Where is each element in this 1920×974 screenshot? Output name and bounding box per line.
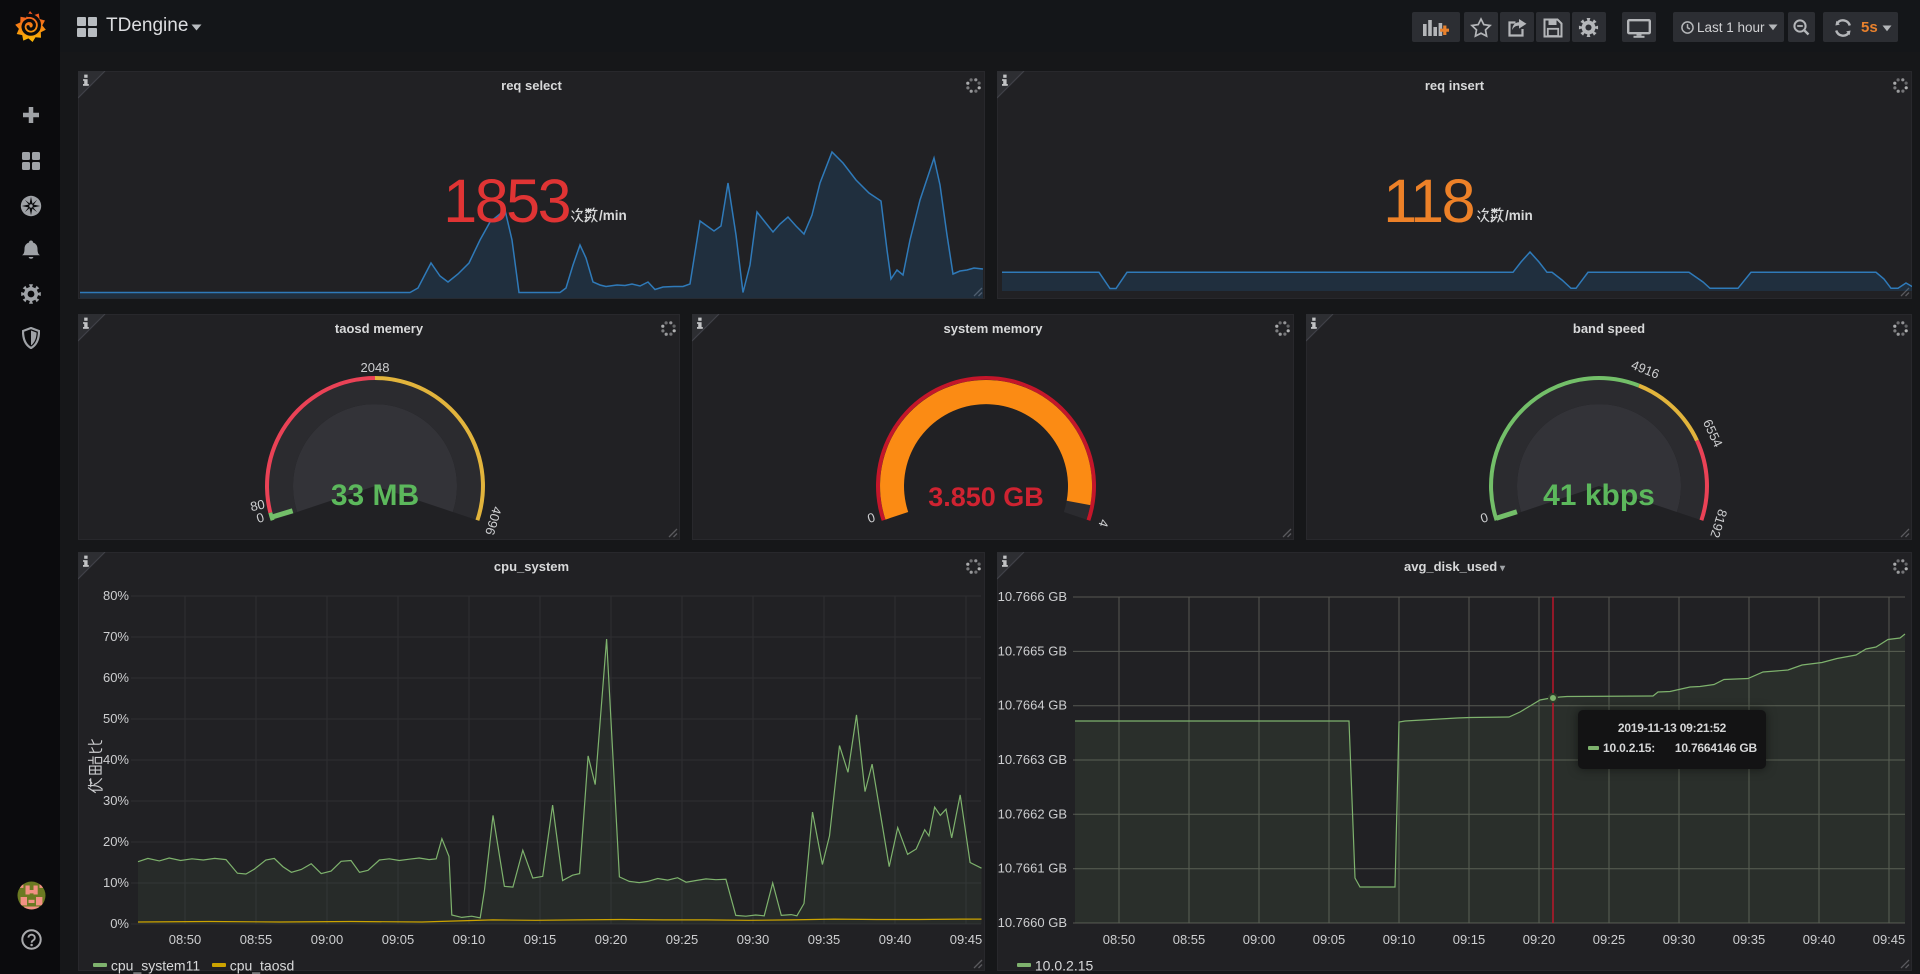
svg-text:09:15: 09:15 bbox=[1453, 932, 1486, 947]
svg-text:10.7665 GB: 10.7665 GB bbox=[998, 643, 1067, 658]
svg-text:09:35: 09:35 bbox=[808, 932, 841, 947]
svg-text:80: 80 bbox=[249, 497, 266, 515]
svg-text:09:40: 09:40 bbox=[879, 932, 912, 947]
svg-text:08:50: 08:50 bbox=[169, 932, 202, 947]
svg-text:09:45: 09:45 bbox=[1873, 932, 1906, 947]
svg-text:70%: 70% bbox=[103, 629, 129, 644]
svg-text:09:05: 09:05 bbox=[1313, 932, 1346, 947]
svg-text:33 MB: 33 MB bbox=[331, 479, 419, 512]
svg-text:08:50: 08:50 bbox=[1103, 932, 1136, 947]
svg-text:50%: 50% bbox=[103, 711, 129, 726]
svg-text:09:10: 09:10 bbox=[453, 932, 486, 947]
svg-text:10.7663 GB: 10.7663 GB bbox=[998, 752, 1067, 767]
svg-text:60%: 60% bbox=[103, 670, 129, 685]
svg-text:09:30: 09:30 bbox=[1663, 932, 1696, 947]
svg-text:09:20: 09:20 bbox=[595, 932, 628, 947]
svg-text:20%: 20% bbox=[103, 834, 129, 849]
svg-text:09:30: 09:30 bbox=[737, 932, 770, 947]
svg-text:40%: 40% bbox=[103, 752, 129, 767]
svg-text:09:15: 09:15 bbox=[524, 932, 557, 947]
svg-text:4916: 4916 bbox=[1629, 357, 1661, 382]
svg-text:10.7664 GB: 10.7664 GB bbox=[998, 698, 1067, 713]
svg-text:4: 4 bbox=[1095, 518, 1111, 529]
svg-text:09:40: 09:40 bbox=[1803, 932, 1836, 947]
svg-text:09:00: 09:00 bbox=[311, 932, 344, 947]
svg-text:08:55: 08:55 bbox=[240, 932, 273, 947]
svg-text:09:10: 09:10 bbox=[1383, 932, 1416, 947]
svg-text:09:25: 09:25 bbox=[1593, 932, 1626, 947]
svg-text:6554: 6554 bbox=[1700, 417, 1726, 450]
svg-text:0: 0 bbox=[866, 509, 877, 525]
svg-text:10.7662 GB: 10.7662 GB bbox=[998, 806, 1067, 821]
svg-text:80%: 80% bbox=[103, 588, 129, 603]
svg-text:09:45: 09:45 bbox=[950, 932, 983, 947]
svg-text:30%: 30% bbox=[103, 793, 129, 808]
svg-text:0%: 0% bbox=[110, 916, 129, 931]
svg-text:09:20: 09:20 bbox=[1523, 932, 1556, 947]
svg-text:0: 0 bbox=[1479, 509, 1490, 525]
svg-text:10.7661 GB: 10.7661 GB bbox=[998, 861, 1067, 876]
svg-text:10%: 10% bbox=[103, 875, 129, 890]
svg-text:10.7660 GB: 10.7660 GB bbox=[998, 915, 1067, 930]
svg-text:09:35: 09:35 bbox=[1733, 932, 1766, 947]
svg-text:2048: 2048 bbox=[361, 360, 390, 375]
svg-text:41 kbps: 41 kbps bbox=[1543, 479, 1655, 512]
svg-text:08:55: 08:55 bbox=[1173, 932, 1206, 947]
svg-text:09:25: 09:25 bbox=[666, 932, 699, 947]
svg-text:4096: 4096 bbox=[482, 505, 505, 537]
svg-text:0: 0 bbox=[255, 509, 266, 525]
svg-text:3.850 GB: 3.850 GB bbox=[928, 482, 1044, 512]
svg-text:09:05: 09:05 bbox=[382, 932, 415, 947]
svg-text:09:00: 09:00 bbox=[1243, 932, 1276, 947]
svg-text:8192: 8192 bbox=[1707, 508, 1730, 540]
svg-text:10.7666 GB: 10.7666 GB bbox=[998, 589, 1067, 604]
